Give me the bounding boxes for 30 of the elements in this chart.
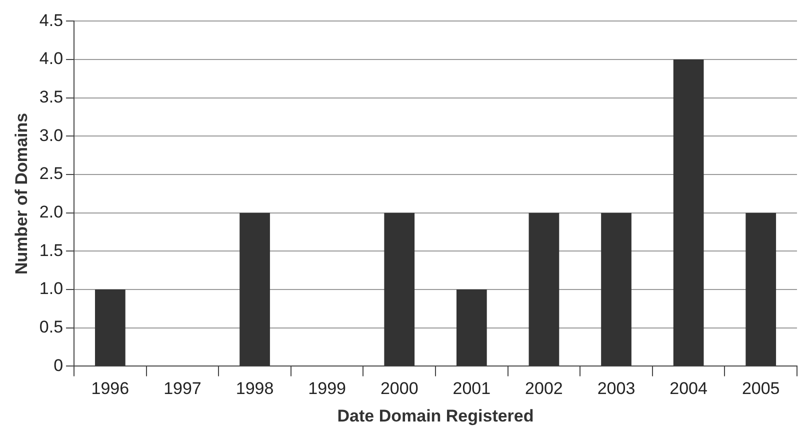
x-axis-title: Date Domain Registered: [337, 406, 534, 426]
x-tick-label: 2003: [597, 379, 636, 398]
bar: [95, 290, 126, 366]
bar: [456, 290, 487, 366]
y-tick-label: 1.0: [39, 279, 64, 298]
bar: [601, 212, 632, 366]
y-tick-label: 4.0: [39, 49, 64, 68]
y-tick-label: 1.5: [39, 240, 64, 260]
x-tick-label: 2002: [525, 379, 563, 398]
x-tick-label: 2000: [380, 379, 418, 398]
x-tick-label: 1998: [236, 379, 274, 398]
y-tick-label: 0: [54, 356, 64, 375]
y-tick-label: 4.5: [39, 10, 64, 30]
x-tick-label: 2001: [452, 379, 491, 398]
bar: [528, 212, 560, 366]
bar: [240, 212, 270, 366]
bar: [384, 212, 415, 366]
y-tick-label: 3.0: [39, 126, 64, 145]
y-tick-label: 2.0: [39, 202, 64, 222]
x-tick-label: 1999: [308, 379, 346, 398]
bar: [673, 60, 704, 366]
y-axis-title: Number of Domains: [12, 112, 31, 274]
y-tick-label: 2.5: [39, 164, 64, 184]
y-tick-label: 0.5: [39, 318, 64, 337]
bar: [746, 212, 776, 366]
x-tick-label: 1996: [91, 379, 130, 398]
x-tick-label: 2005: [742, 379, 780, 398]
y-tick-label: 3.5: [39, 88, 64, 107]
x-tick-label: 1997: [164, 379, 202, 398]
x-tick-label: 2004: [670, 379, 708, 398]
